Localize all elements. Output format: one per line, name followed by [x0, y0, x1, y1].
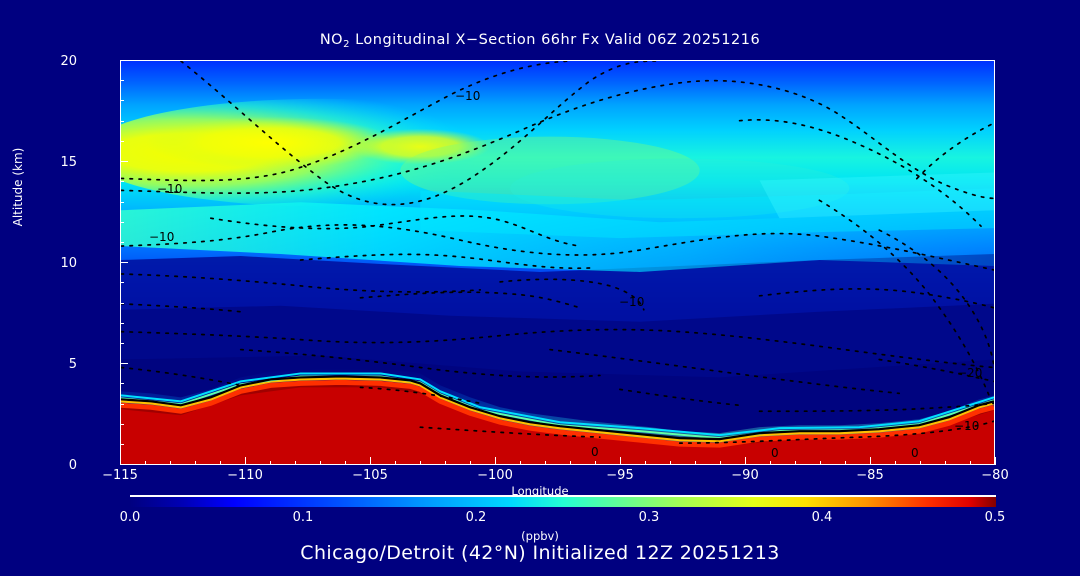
x-minor-tick [345, 461, 346, 465]
title-species: NO [319, 32, 344, 48]
contour-label: −10 [157, 182, 183, 196]
y-tick-label: 0 [68, 458, 77, 473]
x-minor-tick [270, 461, 271, 465]
x-minor-tick [195, 461, 196, 465]
x-minor-tick [395, 461, 396, 465]
colorbar-tick-label: 0.5 [984, 510, 1006, 525]
cross-section-plot: −10 −10 −10 −10 −20 −10 0 0 0 [120, 60, 995, 465]
x-tick-label: −110 [227, 468, 263, 483]
colorbar-gradient [130, 497, 996, 507]
x-minor-tick [945, 461, 946, 465]
colorbar-tick-label: 0.3 [638, 510, 660, 525]
x-minor-tick [970, 461, 971, 465]
contour-label: −10 [455, 89, 481, 103]
x-minor-tick [645, 461, 646, 465]
x-tick-label: −115 [102, 468, 138, 483]
x-minor-tick [320, 461, 321, 465]
x-minor-tick [445, 461, 446, 465]
contour-label: −10 [149, 230, 175, 244]
x-tick-label: −105 [352, 468, 388, 483]
x-minor-tick [295, 461, 296, 465]
y-tick-label: 5 [68, 357, 77, 372]
contour-label: 0 [911, 446, 919, 460]
x-minor-tick [145, 461, 146, 465]
title-remainder: Longitudinal X−Section 66hr Fx Valid 06Z… [349, 32, 761, 48]
figure-caption: Chicago/Detroit (42°N) Initialized 12Z 2… [300, 542, 780, 564]
temperature-contour-overlay [121, 61, 994, 444]
x-minor-tick [820, 461, 821, 465]
contour-label: −10 [954, 419, 980, 433]
y-axis-label: Altitude (km) [11, 147, 25, 227]
colorbar-tick-label: 0.1 [292, 510, 314, 525]
contour-label: 0 [771, 446, 779, 460]
x-tick-label: −100 [477, 468, 513, 483]
x-tick-label: −80 [981, 468, 1009, 483]
x-minor-tick [570, 461, 571, 465]
x-minor-tick [595, 461, 596, 465]
contour-label: −10 [619, 295, 645, 309]
colorbar [130, 495, 996, 507]
y-tick-label: 15 [60, 155, 77, 170]
contour-fill-field [121, 61, 994, 464]
x-tick-label: −85 [856, 468, 884, 483]
x-minor-tick [545, 461, 546, 465]
x-minor-tick [520, 461, 521, 465]
x-minor-tick [470, 461, 471, 465]
colorbar-tick-label: 0.4 [811, 510, 833, 525]
x-minor-tick [795, 461, 796, 465]
x-minor-tick [845, 461, 846, 465]
x-minor-tick [220, 461, 221, 465]
contour-label: −20 [957, 366, 983, 380]
x-minor-tick [420, 461, 421, 465]
x-axis-label: Longitude [511, 484, 569, 498]
x-minor-tick [920, 461, 921, 465]
x-minor-tick [695, 461, 696, 465]
x-tick-label: −90 [731, 468, 759, 483]
y-tick-label: 10 [60, 256, 77, 271]
x-minor-tick [720, 461, 721, 465]
x-minor-tick [170, 461, 171, 465]
y-tick-label: 20 [60, 54, 77, 69]
contour-label: 0 [591, 445, 599, 459]
colorbar-unit-label: (ppbv) [521, 529, 559, 543]
title-subscript: 2 [343, 39, 350, 50]
colorbar-tick-label: 0.2 [465, 510, 487, 525]
figure-title: NO2 Longitudinal X−Section 66hr Fx Valid… [0, 32, 1080, 50]
x-minor-tick [770, 461, 771, 465]
colorbar-top-rule [130, 495, 996, 497]
x-minor-tick [895, 461, 896, 465]
colorbar-tick-label: 0.0 [119, 510, 141, 525]
x-minor-tick [670, 461, 671, 465]
x-tick-label: −95 [606, 468, 634, 483]
